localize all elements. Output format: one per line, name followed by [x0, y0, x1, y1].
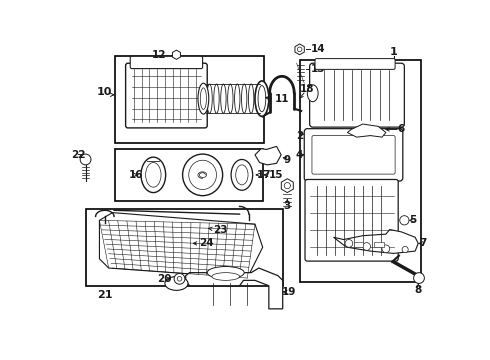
- Circle shape: [363, 243, 370, 250]
- FancyBboxPatch shape: [130, 56, 203, 69]
- Text: 14: 14: [311, 44, 325, 54]
- Bar: [354, 242, 363, 247]
- Text: 17: 17: [257, 170, 271, 180]
- Text: 5: 5: [409, 215, 416, 225]
- Bar: [86, 209, 283, 286]
- FancyBboxPatch shape: [310, 63, 404, 127]
- Ellipse shape: [231, 159, 253, 190]
- FancyBboxPatch shape: [125, 63, 207, 128]
- FancyBboxPatch shape: [312, 136, 395, 174]
- Text: 7: 7: [419, 238, 426, 248]
- Polygon shape: [186, 268, 283, 309]
- Text: 2: 2: [296, 131, 303, 141]
- FancyBboxPatch shape: [315, 59, 395, 69]
- Ellipse shape: [207, 266, 244, 279]
- Polygon shape: [334, 230, 418, 253]
- Circle shape: [345, 239, 353, 247]
- FancyBboxPatch shape: [305, 180, 398, 261]
- Text: 22: 22: [71, 150, 85, 160]
- Ellipse shape: [165, 276, 188, 291]
- Text: 1: 1: [390, 48, 397, 58]
- Ellipse shape: [189, 160, 217, 189]
- Ellipse shape: [141, 157, 166, 193]
- Polygon shape: [99, 213, 263, 278]
- Text: 15: 15: [269, 170, 283, 180]
- Text: 19: 19: [282, 287, 296, 297]
- Text: 10: 10: [97, 87, 113, 98]
- FancyBboxPatch shape: [304, 129, 403, 181]
- Circle shape: [80, 154, 91, 165]
- Polygon shape: [347, 124, 386, 137]
- Polygon shape: [255, 147, 281, 165]
- Text: 16: 16: [129, 170, 143, 180]
- Ellipse shape: [235, 84, 240, 113]
- Ellipse shape: [258, 86, 266, 112]
- Text: 6: 6: [398, 125, 405, 134]
- Ellipse shape: [200, 88, 206, 109]
- Ellipse shape: [220, 84, 226, 113]
- Ellipse shape: [207, 84, 212, 113]
- Bar: [115, 149, 263, 201]
- Circle shape: [414, 273, 424, 283]
- Text: 20: 20: [157, 274, 172, 284]
- Text: 9: 9: [284, 155, 291, 165]
- Text: 21: 21: [97, 290, 113, 300]
- Ellipse shape: [236, 165, 248, 185]
- Text: 12: 12: [152, 50, 167, 60]
- Text: 23: 23: [213, 225, 227, 235]
- Text: 8: 8: [415, 285, 422, 294]
- Bar: [300, 60, 420, 282]
- Circle shape: [284, 183, 291, 189]
- Ellipse shape: [248, 84, 254, 113]
- Text: 24: 24: [199, 238, 214, 248]
- Circle shape: [402, 247, 408, 253]
- Text: 13: 13: [311, 64, 325, 75]
- Text: 4: 4: [296, 150, 303, 160]
- Ellipse shape: [214, 84, 219, 113]
- Ellipse shape: [146, 163, 161, 187]
- Bar: [374, 242, 384, 247]
- Circle shape: [177, 276, 182, 281]
- Bar: [115, 56, 264, 143]
- Ellipse shape: [255, 81, 269, 116]
- Circle shape: [400, 216, 409, 225]
- Circle shape: [174, 274, 185, 284]
- Text: 11: 11: [275, 94, 290, 104]
- Ellipse shape: [307, 85, 318, 102]
- Circle shape: [297, 47, 302, 52]
- Text: 3: 3: [284, 202, 291, 211]
- Ellipse shape: [212, 273, 240, 280]
- Ellipse shape: [183, 154, 222, 195]
- Ellipse shape: [198, 83, 209, 114]
- Ellipse shape: [228, 84, 233, 113]
- Circle shape: [382, 245, 390, 253]
- Ellipse shape: [242, 84, 247, 113]
- Text: 18: 18: [300, 84, 315, 94]
